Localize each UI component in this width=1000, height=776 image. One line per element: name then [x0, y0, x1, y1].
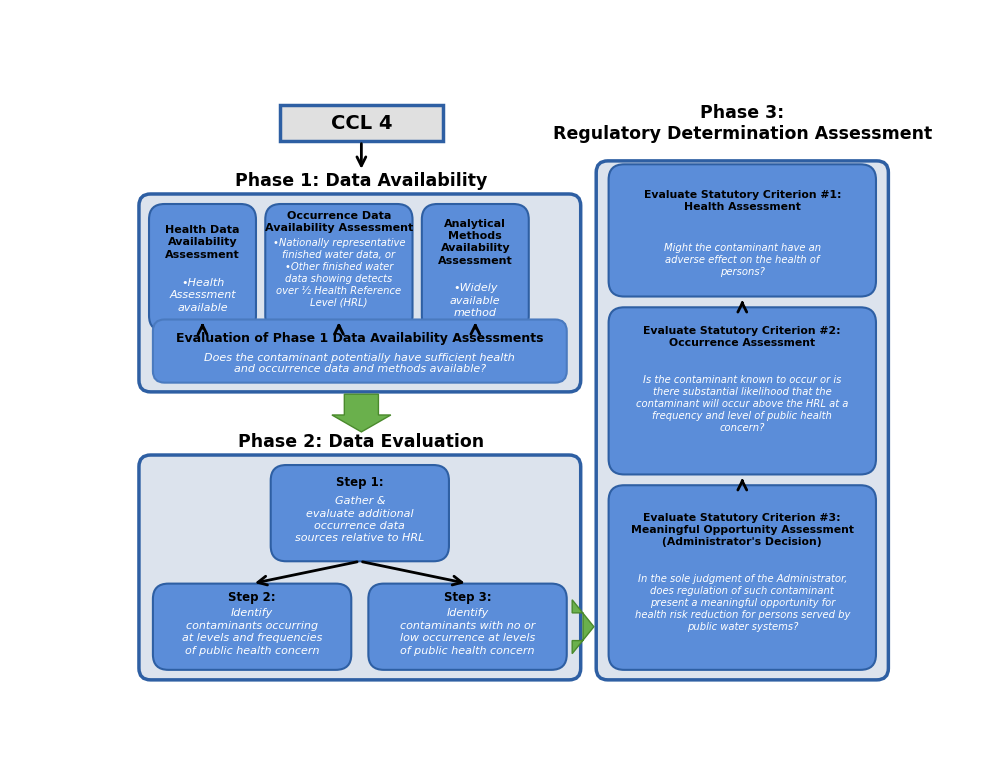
FancyBboxPatch shape	[368, 584, 567, 670]
Polygon shape	[572, 600, 594, 653]
Text: Identify
contaminants with no or
low occurrence at levels
of public health conce: Identify contaminants with no or low occ…	[400, 608, 535, 656]
Text: Identify
contaminants occurring
at levels and frequencies
of public health conce: Identify contaminants occurring at level…	[182, 608, 322, 656]
Text: Step 3:: Step 3:	[444, 591, 491, 604]
Text: •Widely
available
method: •Widely available method	[450, 283, 501, 318]
Text: Phase 3:
Regulatory Determination Assessment: Phase 3: Regulatory Determination Assess…	[553, 104, 932, 144]
Text: Might the contaminant have an
adverse effect on the health of
persons?: Might the contaminant have an adverse ef…	[664, 243, 821, 276]
Text: Evaluate Statutory Criterion #1:
Health Assessment: Evaluate Statutory Criterion #1: Health …	[644, 190, 841, 213]
Text: Gather &
evaluate additional
occurrence data
sources relative to HRL: Gather & evaluate additional occurrence …	[295, 497, 425, 543]
FancyBboxPatch shape	[153, 584, 351, 670]
FancyBboxPatch shape	[422, 204, 529, 331]
FancyBboxPatch shape	[596, 161, 888, 680]
Text: CCL 4: CCL 4	[331, 113, 392, 133]
Text: In the sole judgment of the Administrator,
does regulation of such contaminant
p: In the sole judgment of the Administrato…	[635, 574, 850, 632]
Text: •Health
Assessment
available: •Health Assessment available	[169, 278, 236, 313]
Text: Is the contaminant known to occur or is
there substantial likelihood that the
co: Is the contaminant known to occur or is …	[636, 376, 848, 433]
FancyBboxPatch shape	[609, 485, 876, 670]
Text: Evaluate Statutory Criterion #3:
Meaningful Opportunity Assessment
(Administrato: Evaluate Statutory Criterion #3: Meaning…	[631, 512, 854, 546]
FancyBboxPatch shape	[139, 455, 581, 680]
FancyBboxPatch shape	[149, 204, 256, 331]
Text: Step 2:: Step 2:	[228, 591, 276, 604]
Text: Phase 1: Data Availability: Phase 1: Data Availability	[235, 172, 488, 190]
FancyBboxPatch shape	[265, 204, 413, 331]
Text: Evaluation of Phase 1 Data Availability Assessments: Evaluation of Phase 1 Data Availability …	[176, 332, 544, 345]
Text: Does the contaminant potentially have sufficient health
and occurrence data and : Does the contaminant potentially have su…	[204, 353, 515, 375]
Text: Health Data
Availability
Assessment: Health Data Availability Assessment	[165, 225, 240, 259]
Text: Evaluate Statutory Criterion #2:
Occurrence Assessment: Evaluate Statutory Criterion #2: Occurre…	[643, 327, 841, 348]
Text: Occurrence Data
Availability Assessment: Occurrence Data Availability Assessment	[265, 210, 413, 233]
Text: Analytical
Methods
Availability
Assessment: Analytical Methods Availability Assessme…	[438, 219, 513, 265]
FancyBboxPatch shape	[280, 106, 443, 141]
FancyBboxPatch shape	[139, 194, 581, 392]
FancyBboxPatch shape	[609, 307, 876, 474]
Text: Step 1:: Step 1:	[336, 476, 384, 489]
Polygon shape	[332, 394, 391, 432]
FancyBboxPatch shape	[153, 320, 567, 383]
FancyBboxPatch shape	[271, 465, 449, 561]
Text: Phase 2: Data Evaluation: Phase 2: Data Evaluation	[238, 433, 484, 451]
Text: •Nationally representative
finished water data, or
•Other finished water
data sh: •Nationally representative finished wate…	[273, 237, 405, 307]
FancyBboxPatch shape	[609, 165, 876, 296]
